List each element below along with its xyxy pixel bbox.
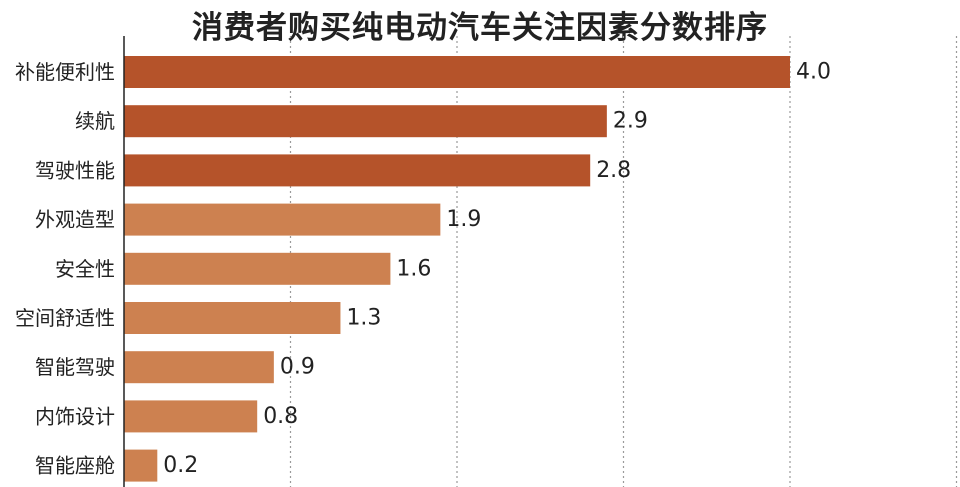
data-label: 1.3 — [346, 306, 381, 331]
category-label: 补能便利性 — [15, 60, 115, 84]
bar — [124, 252, 391, 285]
bar — [124, 449, 158, 482]
data-label: 1.9 — [446, 207, 481, 232]
category-label: 安全性 — [55, 257, 115, 281]
category-label: 驾驶性能 — [35, 158, 115, 182]
category-label: 智能座舱 — [35, 454, 115, 478]
bar — [124, 351, 274, 384]
data-label: 4.0 — [796, 60, 831, 85]
bars — [124, 56, 790, 482]
data-label: 2.9 — [613, 109, 648, 134]
category-label: 续航 — [75, 109, 115, 133]
data-label: 0.8 — [263, 404, 298, 429]
labels: 补能便利性 4.0 续航 2.9 驾驶性能 2.8 外观造型 1.9 安全性 1.6 空间舒适性 1.… — [15, 60, 831, 479]
bar — [124, 400, 258, 433]
bar — [124, 56, 790, 88]
category-label: 外观造型 — [35, 208, 115, 232]
data-label: 0.9 — [280, 355, 315, 380]
data-label: 1.6 — [396, 256, 431, 281]
bar — [124, 203, 441, 236]
category-label: 内饰设计 — [35, 404, 115, 428]
chart-title: 消费者购买纯电动汽车关注因素分数排序 — [192, 10, 768, 46]
data-label: 2.8 — [596, 158, 631, 183]
category-label: 空间舒适性 — [15, 306, 115, 330]
bar — [124, 105, 607, 138]
data-label: 0.2 — [163, 453, 198, 478]
category-label: 智能驾驶 — [35, 355, 115, 379]
bar — [124, 154, 591, 187]
bar — [124, 302, 341, 334]
